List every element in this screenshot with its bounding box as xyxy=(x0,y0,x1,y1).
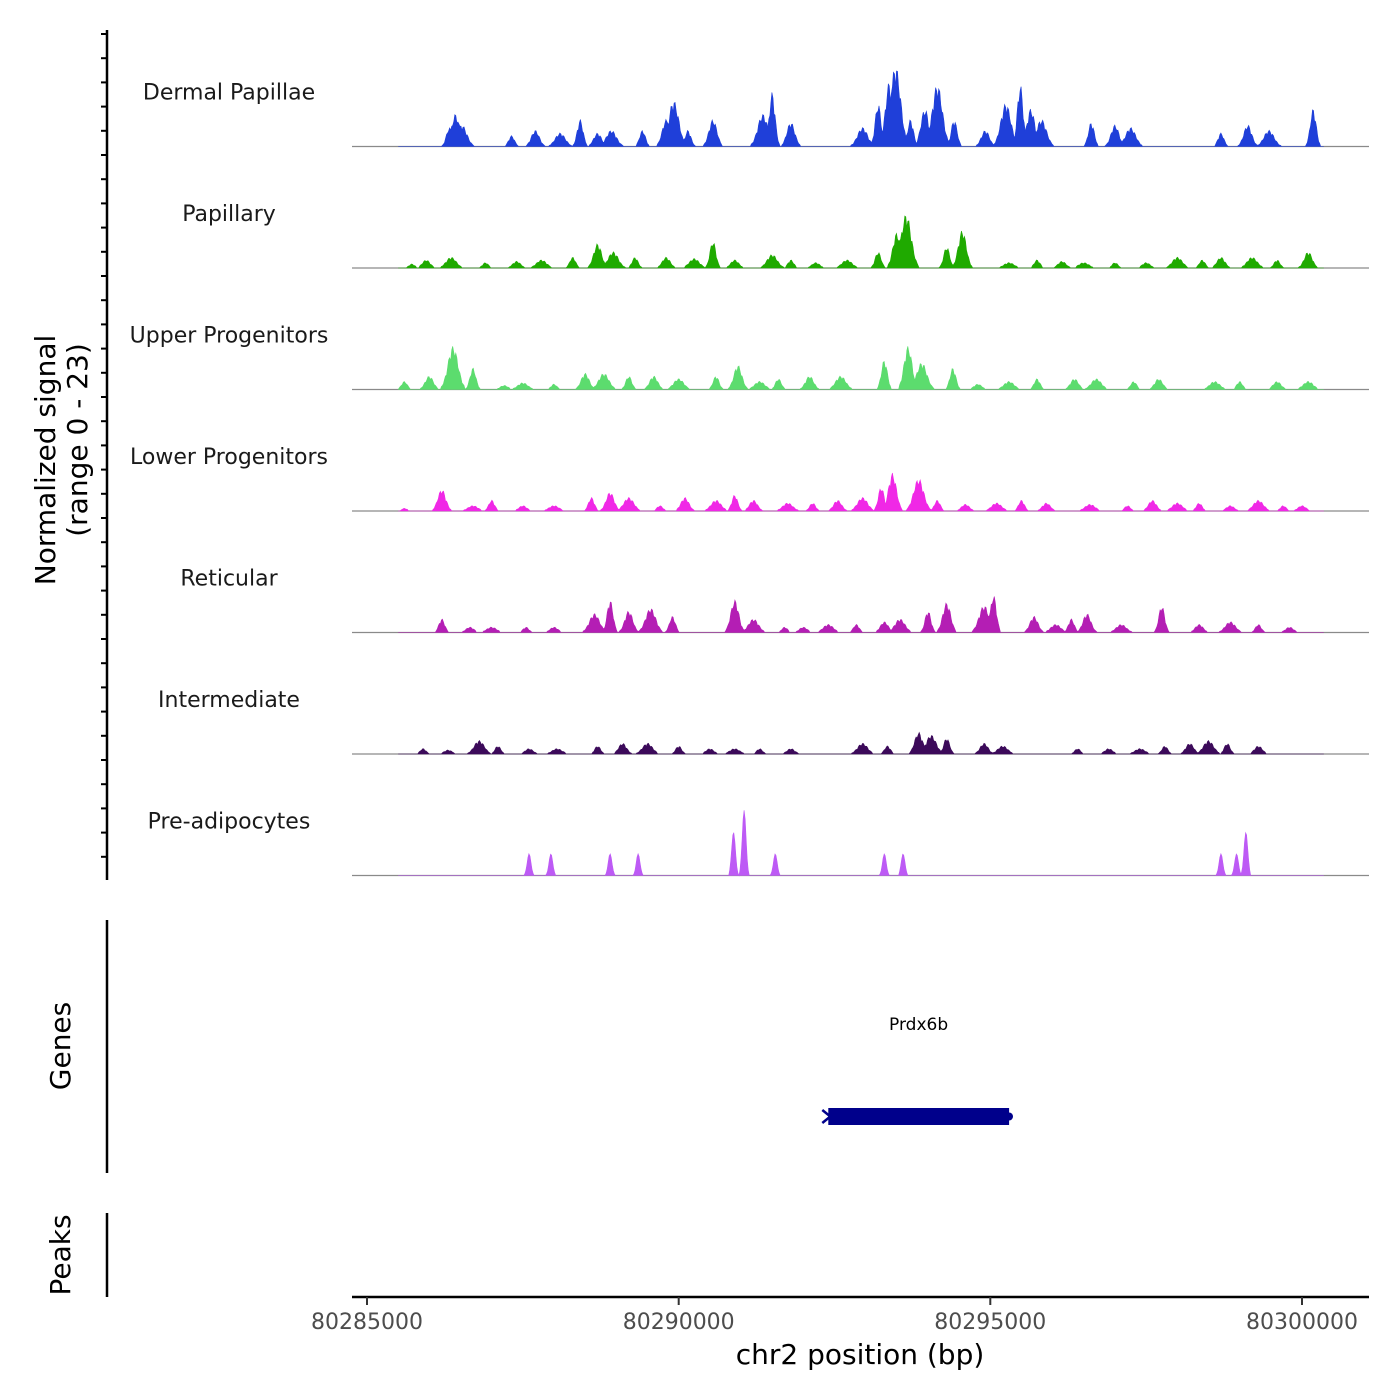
x-axis-ticks: 80285000 80290000 80295000 80300000 xyxy=(311,1297,1358,1335)
y-axis-title: Normalized signal xyxy=(29,335,62,586)
track-label: Pre-adipocytes xyxy=(148,810,311,835)
track-label: Lower Progenitors xyxy=(130,445,328,470)
track-label: Dermal Papillae xyxy=(143,81,315,106)
track-label: Papillary xyxy=(182,202,276,227)
coverage-area xyxy=(397,346,1324,391)
x-tick-label: 80295000 xyxy=(934,1310,1046,1335)
track-dermal-papillae: Dermal Papillae xyxy=(143,70,1369,148)
x-axis-title: chr2 position (bp) xyxy=(736,1338,985,1371)
x-tick-label: 80300000 xyxy=(1246,1310,1358,1335)
coverage-area xyxy=(398,596,1324,633)
coverage-area xyxy=(398,731,1324,755)
x-tick-label: 80285000 xyxy=(311,1310,423,1335)
gene-strand-arrow xyxy=(821,1109,833,1124)
coverage-area xyxy=(398,472,1324,512)
track-label: Intermediate xyxy=(158,688,300,713)
track-label: Upper Progenitors xyxy=(130,324,329,349)
gene-end-cap xyxy=(1005,1112,1013,1121)
x-tick-label: 80290000 xyxy=(623,1310,735,1335)
peaks-track-title: Peaks xyxy=(44,1214,77,1295)
track-upper-progenitors: Upper Progenitors xyxy=(130,324,1369,391)
coverage-area xyxy=(398,810,1324,877)
genes-track-title: Genes xyxy=(44,1002,77,1090)
track-intermediate: Intermediate xyxy=(158,688,1369,755)
gene-track: Prdx6b xyxy=(821,1015,1013,1125)
track-reticular: Reticular xyxy=(180,567,1369,634)
track-lower-progenitors: Lower Progenitors xyxy=(130,445,1369,512)
coverage-tracks: Dermal Papillae Papillary Upper Progenitor… xyxy=(130,70,1369,877)
track-pre-adipocytes: Pre-adipocytes xyxy=(148,810,1369,877)
gene-body xyxy=(828,1108,1010,1125)
gene-label: Prdx6b xyxy=(889,1015,948,1035)
coverage-area xyxy=(398,215,1324,269)
coverage-area xyxy=(398,70,1324,148)
signal-y-ticks xyxy=(101,33,107,858)
track-papillary: Papillary xyxy=(182,202,1369,269)
y-axis-range: (range 0 - 23) xyxy=(61,343,94,537)
track-label: Reticular xyxy=(180,567,278,592)
